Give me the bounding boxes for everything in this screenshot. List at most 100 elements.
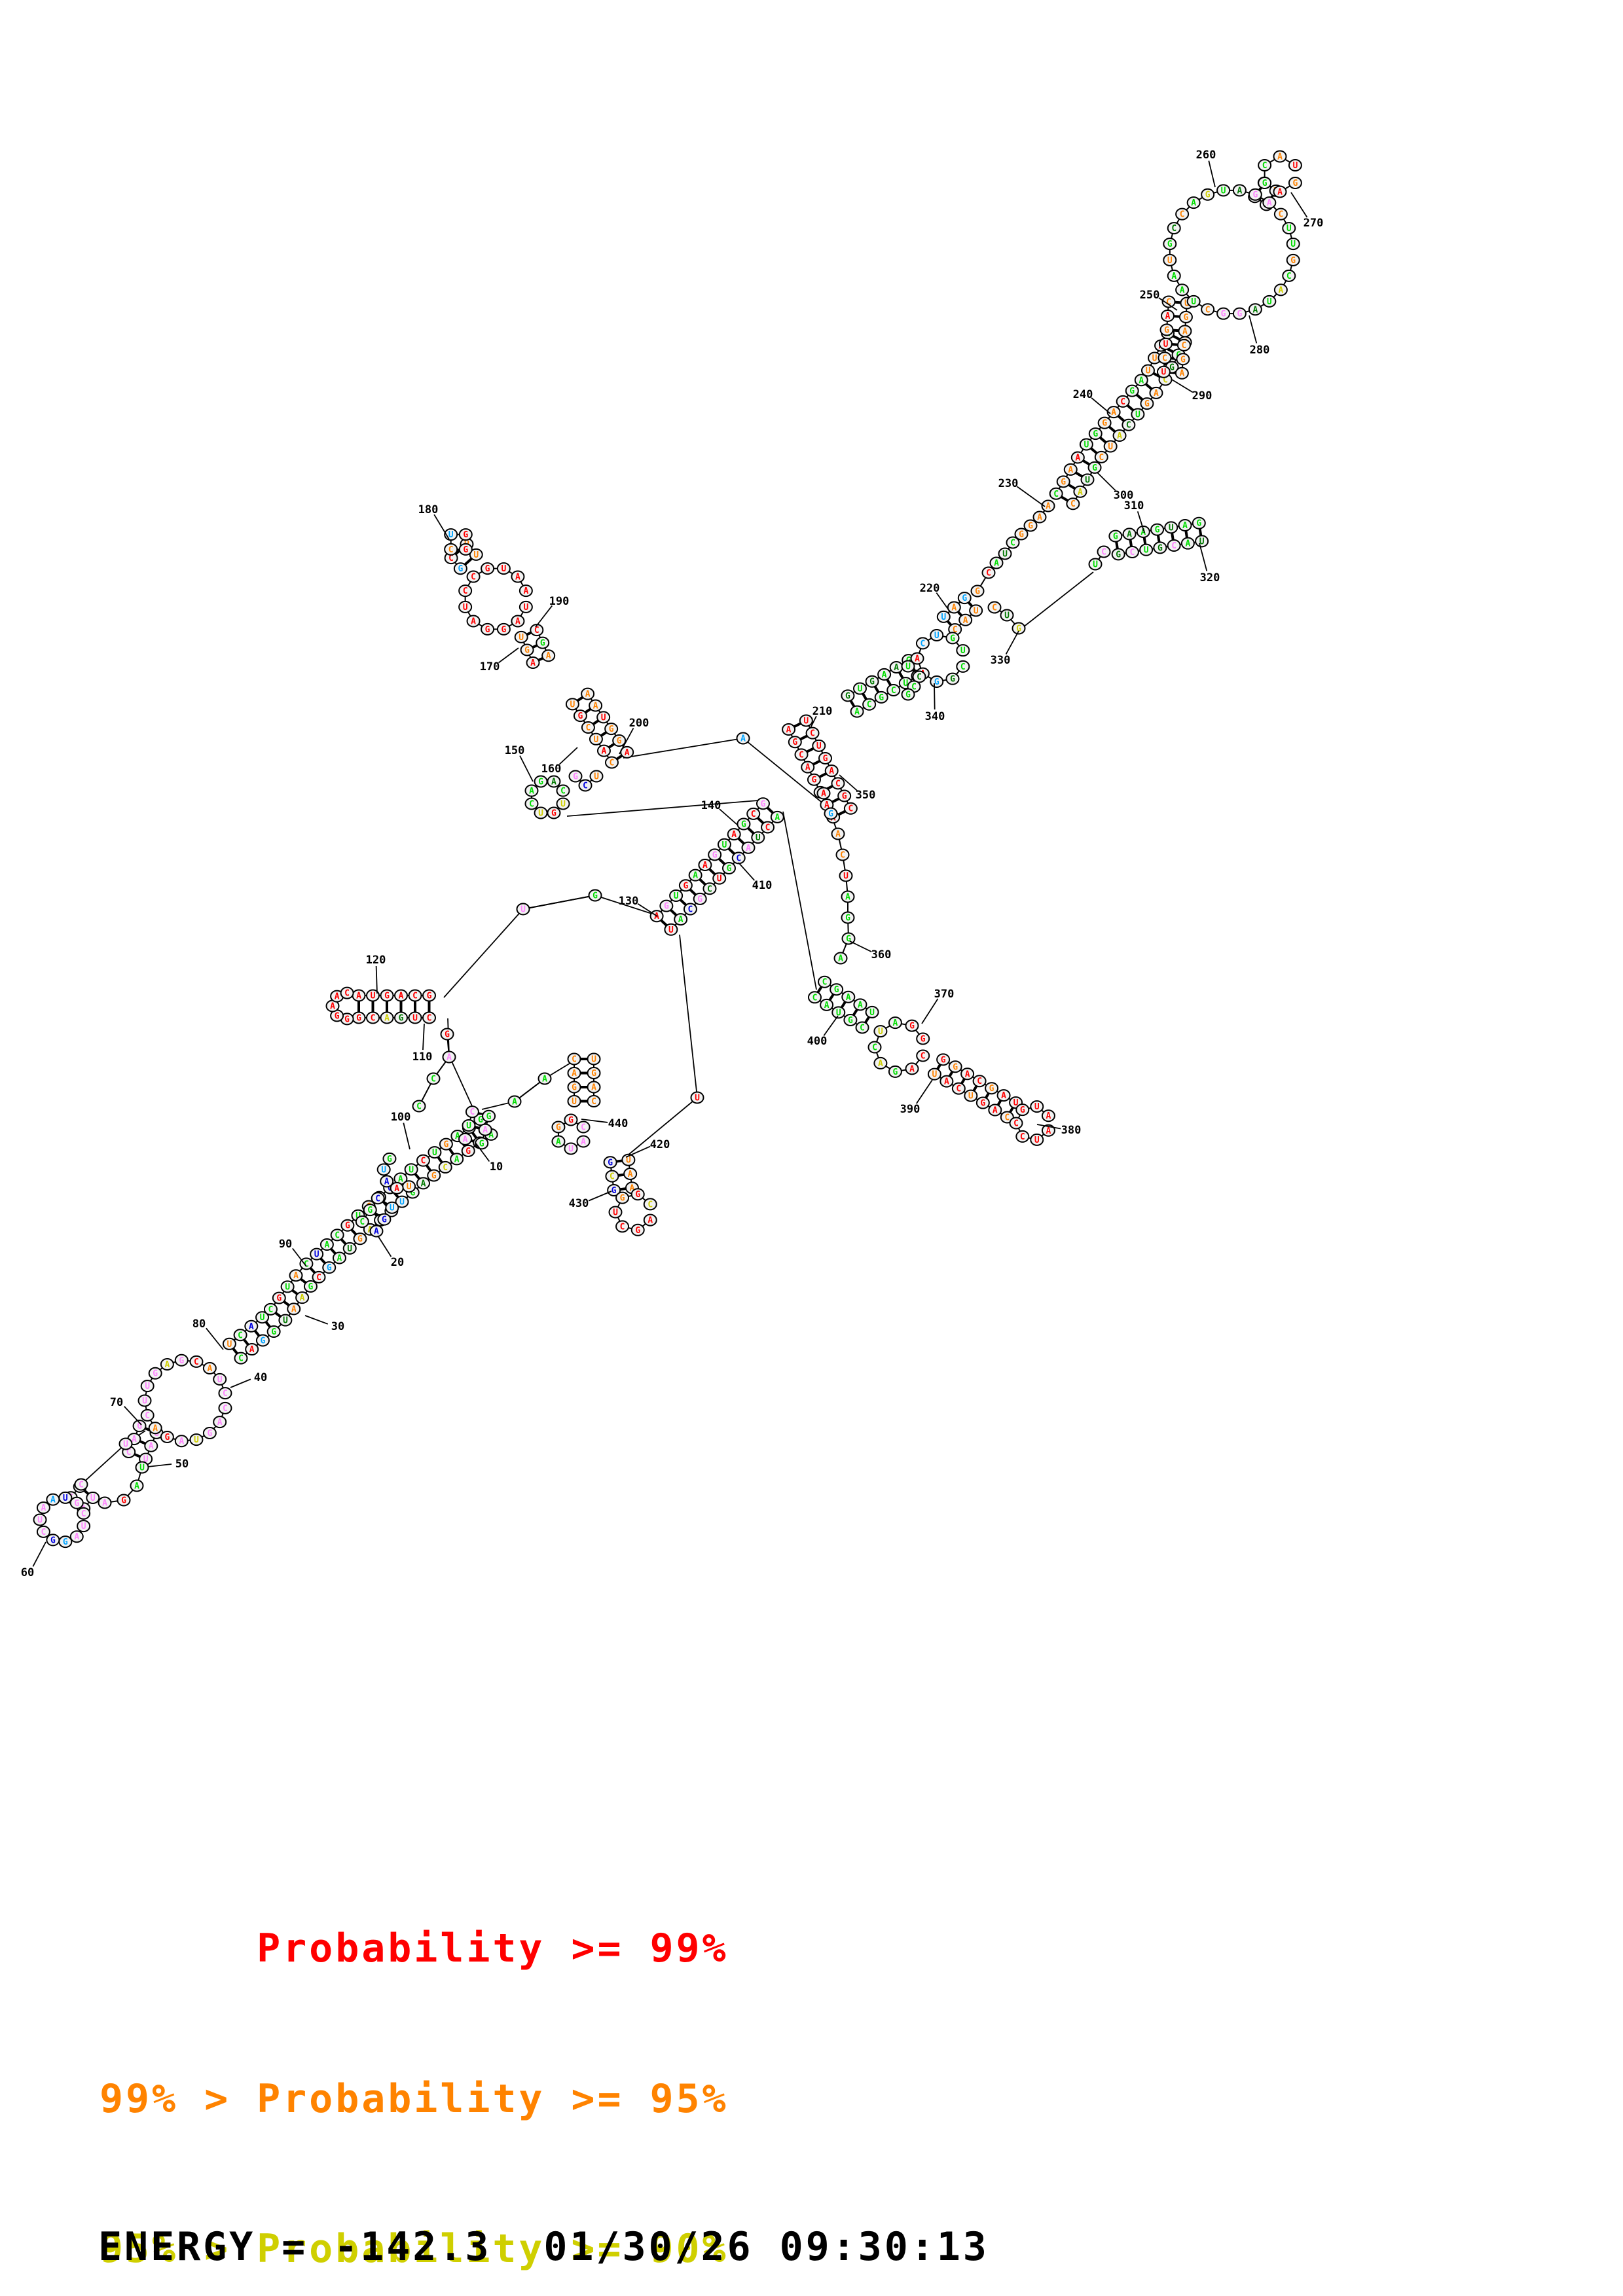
- svg-text:A: A: [894, 663, 899, 673]
- svg-text:130: 130: [619, 895, 639, 908]
- svg-text:A: A: [132, 1435, 137, 1444]
- svg-text:U: U: [409, 1165, 414, 1175]
- svg-text:A: A: [965, 1069, 970, 1079]
- svg-text:G: G: [909, 1022, 915, 1031]
- svg-text:G: G: [792, 738, 797, 747]
- svg-text:A: A: [878, 1059, 883, 1069]
- svg-text:C: C: [586, 723, 591, 733]
- svg-text:A: A: [1267, 198, 1272, 208]
- svg-text:G: G: [327, 1263, 332, 1273]
- svg-text:U: U: [878, 1027, 883, 1037]
- svg-text:C: C: [707, 884, 712, 894]
- svg-text:A: A: [249, 1322, 254, 1332]
- svg-text:G: G: [551, 809, 556, 819]
- svg-text:A: A: [1171, 272, 1176, 281]
- svg-text:G: G: [950, 634, 955, 643]
- svg-text:C: C: [1099, 453, 1104, 463]
- svg-text:G: G: [573, 772, 578, 782]
- svg-text:G: G: [609, 725, 614, 734]
- svg-text:G: G: [1102, 419, 1107, 429]
- svg-text:420: 420: [650, 1138, 670, 1151]
- svg-text:A: A: [1078, 488, 1083, 497]
- svg-text:A: A: [829, 766, 834, 776]
- svg-text:U: U: [843, 872, 848, 882]
- svg-text:C: C: [463, 586, 468, 596]
- svg-text:G: G: [485, 625, 490, 635]
- svg-text:G: G: [664, 902, 669, 912]
- svg-text:A: A: [845, 893, 850, 903]
- svg-text:C: C: [534, 626, 539, 636]
- svg-text:C: C: [81, 1509, 86, 1519]
- svg-text:U: U: [1108, 442, 1113, 452]
- svg-text:440: 440: [608, 1117, 629, 1130]
- svg-text:G: G: [399, 1014, 404, 1024]
- svg-text:A: A: [602, 747, 607, 757]
- svg-text:U: U: [314, 1250, 319, 1260]
- svg-text:A: A: [515, 573, 520, 583]
- svg-text:A: A: [630, 1183, 635, 1193]
- svg-text:U: U: [1169, 523, 1174, 533]
- svg-text:A: A: [546, 651, 551, 661]
- svg-text:A: A: [421, 1179, 426, 1189]
- svg-text:A: A: [384, 1014, 390, 1024]
- svg-text:C: C: [960, 662, 966, 672]
- svg-text:270: 270: [1304, 217, 1324, 230]
- svg-text:G: G: [345, 1221, 350, 1231]
- svg-text:U: U: [399, 1198, 405, 1208]
- svg-text:A: A: [786, 725, 792, 735]
- svg-text:U: U: [613, 1208, 618, 1218]
- svg-text:G: G: [458, 564, 463, 574]
- svg-text:G: G: [1092, 463, 1097, 473]
- svg-text:G: G: [1184, 313, 1189, 323]
- svg-text:G: G: [879, 693, 884, 703]
- svg-text:A: A: [335, 992, 340, 1002]
- svg-text:U: U: [1292, 161, 1298, 171]
- svg-text:U: U: [538, 809, 543, 819]
- svg-text:G: G: [1167, 240, 1173, 249]
- svg-text:U: U: [803, 716, 809, 726]
- svg-text:170: 170: [480, 660, 500, 673]
- svg-text:U: U: [1034, 1102, 1040, 1112]
- svg-text:A: A: [394, 1184, 399, 1194]
- svg-text:U: U: [390, 1204, 395, 1213]
- svg-text:U: U: [1286, 224, 1292, 234]
- svg-text:G: G: [1144, 399, 1150, 409]
- svg-text:A: A: [591, 1083, 596, 1093]
- svg-text:G: G: [620, 1194, 625, 1204]
- svg-text:C: C: [956, 1085, 961, 1094]
- svg-text:G: G: [1129, 387, 1135, 397]
- svg-text:G: G: [276, 1294, 282, 1304]
- svg-text:C: C: [765, 823, 771, 833]
- svg-text:G: G: [356, 1014, 361, 1024]
- svg-text:350: 350: [856, 789, 876, 802]
- svg-text:G: G: [846, 935, 851, 944]
- svg-text:U: U: [194, 1435, 199, 1445]
- svg-text:C: C: [581, 1123, 586, 1133]
- svg-text:G: G: [1116, 550, 1121, 560]
- svg-text:C: C: [1205, 305, 1211, 315]
- svg-text:U: U: [1034, 1136, 1040, 1145]
- svg-text:G: G: [367, 1206, 373, 1215]
- svg-text:C: C: [238, 1331, 243, 1340]
- svg-text:A: A: [993, 1106, 998, 1116]
- svg-text:U: U: [432, 1148, 437, 1158]
- legend-line-99: Probability >= 99%: [100, 1926, 729, 1971]
- svg-text:C: C: [448, 554, 454, 564]
- svg-text:A: A: [731, 830, 737, 840]
- svg-text:G: G: [1237, 310, 1242, 319]
- svg-text:30: 30: [331, 1320, 344, 1333]
- svg-text:G: G: [1290, 256, 1296, 266]
- svg-text:G: G: [842, 792, 847, 802]
- svg-text:U: U: [283, 1316, 288, 1326]
- svg-text:C: C: [812, 993, 818, 1003]
- svg-text:150: 150: [505, 744, 525, 757]
- svg-text:G: G: [892, 1067, 898, 1077]
- svg-text:A: A: [678, 915, 684, 925]
- svg-text:A: A: [217, 1418, 223, 1427]
- svg-text:G: G: [905, 691, 911, 700]
- svg-text:A: A: [471, 617, 476, 626]
- svg-text:U: U: [371, 992, 376, 1001]
- svg-text:G: G: [121, 1496, 126, 1506]
- svg-text:A: A: [572, 1069, 577, 1079]
- svg-text:U: U: [717, 874, 722, 884]
